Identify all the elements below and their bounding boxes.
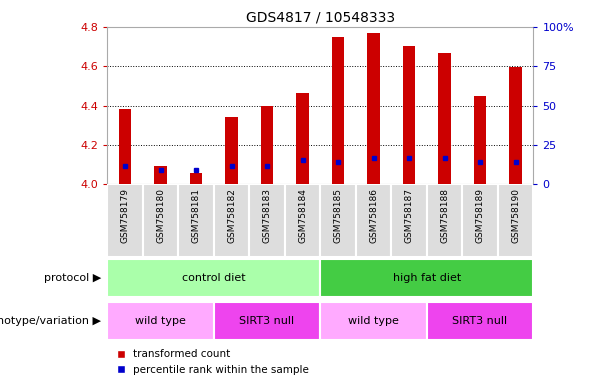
FancyBboxPatch shape (107, 184, 143, 257)
Text: wild type: wild type (348, 316, 399, 326)
Text: SIRT3 null: SIRT3 null (240, 316, 295, 326)
FancyBboxPatch shape (107, 260, 321, 297)
Text: GSM758188: GSM758188 (440, 188, 449, 243)
Bar (367, 33, 380, 184)
FancyBboxPatch shape (498, 184, 533, 257)
FancyBboxPatch shape (214, 302, 321, 339)
Text: GSM758182: GSM758182 (227, 188, 236, 243)
Text: GSM758187: GSM758187 (405, 188, 414, 243)
FancyBboxPatch shape (321, 260, 533, 297)
Text: GSM758181: GSM758181 (191, 188, 200, 243)
Text: wild type: wild type (135, 316, 186, 326)
Text: GSM758179: GSM758179 (121, 188, 129, 243)
FancyBboxPatch shape (462, 184, 498, 257)
FancyBboxPatch shape (356, 184, 391, 257)
FancyBboxPatch shape (285, 184, 321, 257)
Text: control diet: control diet (182, 273, 246, 283)
Bar (226, 118, 238, 184)
FancyBboxPatch shape (427, 184, 462, 257)
Bar (261, 106, 273, 184)
FancyBboxPatch shape (391, 184, 427, 257)
Legend: transformed count, percentile rank within the sample: transformed count, percentile rank withi… (112, 345, 313, 379)
Title: GDS4817 / 10548333: GDS4817 / 10548333 (246, 10, 395, 24)
FancyBboxPatch shape (427, 302, 533, 339)
Bar (190, 174, 202, 184)
FancyBboxPatch shape (143, 184, 178, 257)
Bar (332, 37, 345, 184)
Text: GSM758186: GSM758186 (369, 188, 378, 243)
FancyBboxPatch shape (214, 184, 249, 257)
Bar (474, 96, 486, 184)
Text: GSM758189: GSM758189 (476, 188, 484, 243)
Text: GSM758184: GSM758184 (298, 188, 307, 243)
FancyBboxPatch shape (321, 184, 356, 257)
Bar (154, 166, 167, 184)
Bar (119, 109, 131, 184)
Text: GSM758190: GSM758190 (511, 188, 520, 243)
Text: SIRT3 null: SIRT3 null (452, 316, 508, 326)
FancyBboxPatch shape (107, 302, 214, 339)
Text: high fat diet: high fat diet (393, 273, 461, 283)
FancyBboxPatch shape (178, 184, 214, 257)
FancyBboxPatch shape (321, 302, 427, 339)
Bar (509, 67, 522, 184)
Text: GSM758185: GSM758185 (333, 188, 343, 243)
Text: GSM758180: GSM758180 (156, 188, 165, 243)
Text: protocol ▶: protocol ▶ (44, 273, 101, 283)
Bar (296, 93, 309, 184)
Bar (438, 53, 451, 184)
Text: genotype/variation ▶: genotype/variation ▶ (0, 316, 101, 326)
Bar (403, 46, 415, 184)
Text: GSM758183: GSM758183 (262, 188, 272, 243)
FancyBboxPatch shape (249, 184, 285, 257)
